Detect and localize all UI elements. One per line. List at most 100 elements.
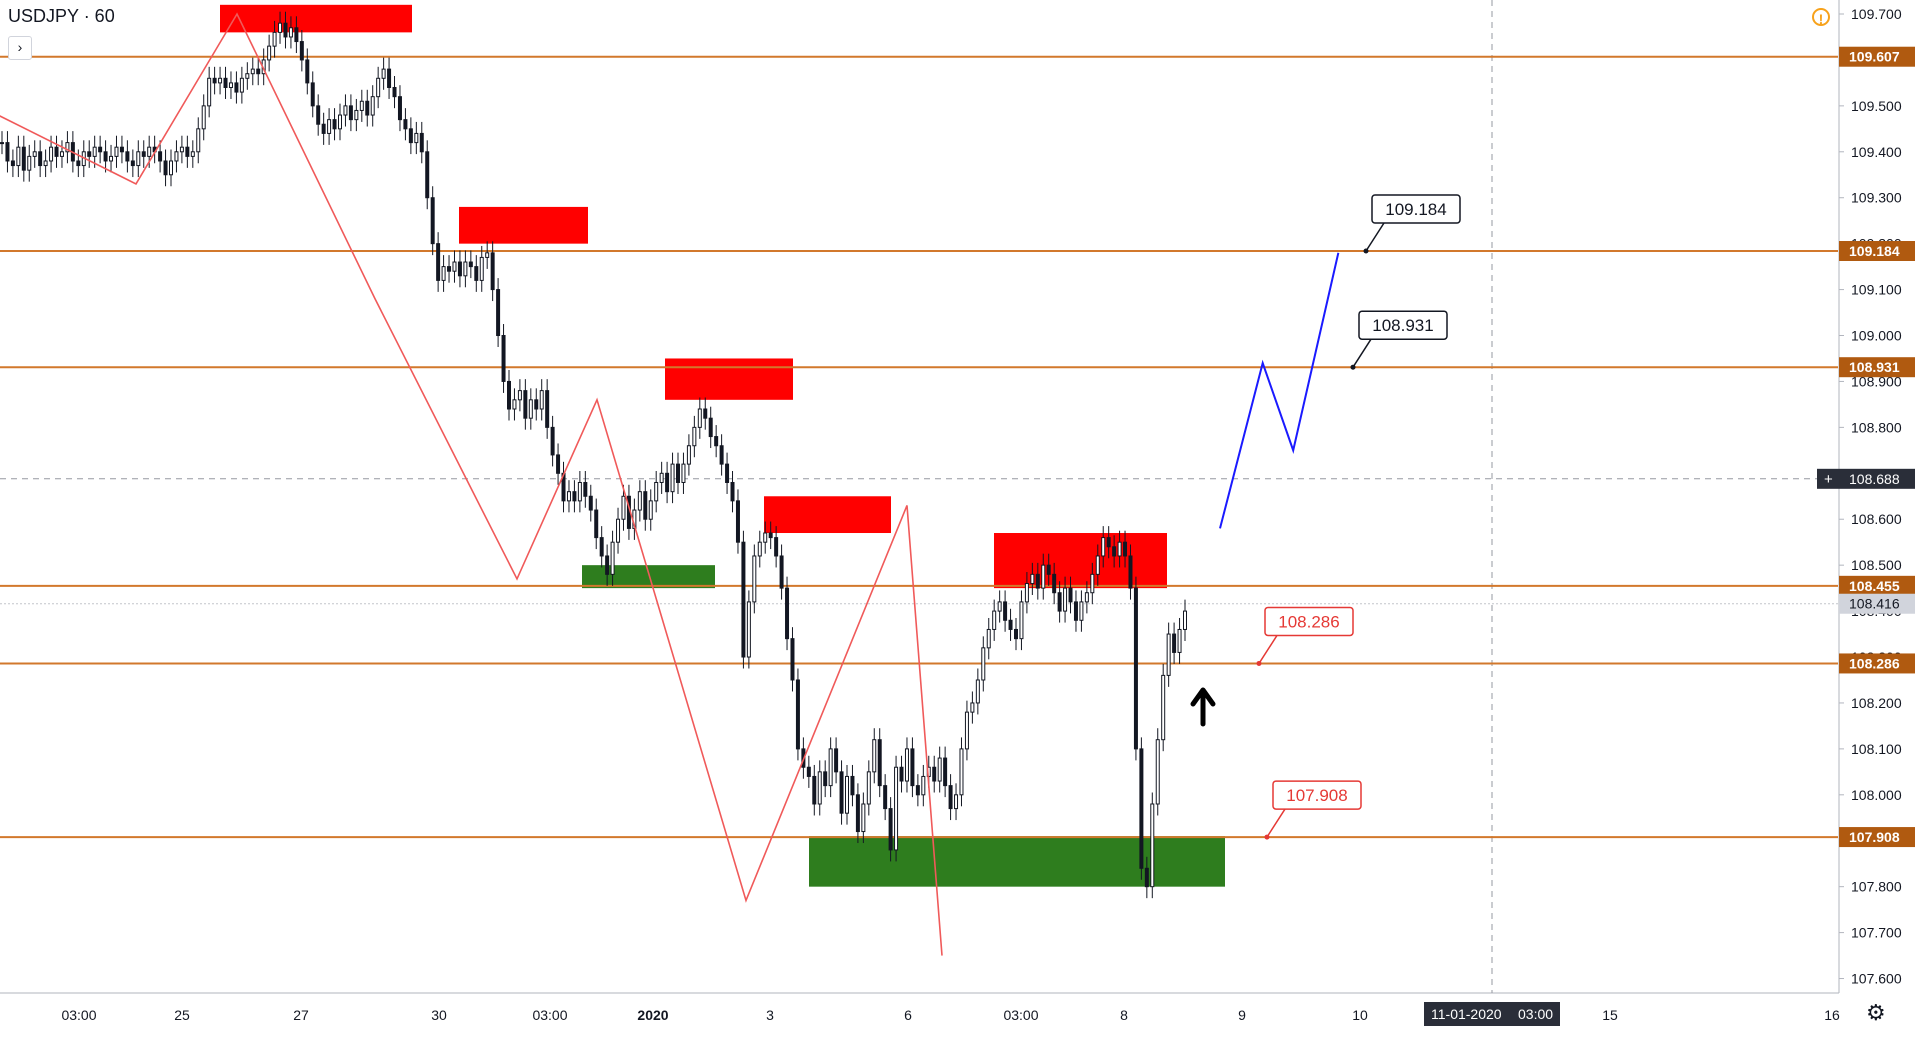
candle-body bbox=[692, 426, 697, 447]
candle-body bbox=[468, 261, 473, 268]
candle-body bbox=[310, 82, 315, 107]
candle-body bbox=[92, 146, 97, 157]
candle-body bbox=[43, 160, 48, 167]
candle-body bbox=[583, 481, 588, 497]
candle-body bbox=[883, 785, 888, 810]
callout-label: 107.908 bbox=[1286, 786, 1347, 805]
candle-body bbox=[234, 82, 239, 93]
callout-anchor bbox=[1264, 834, 1270, 840]
candle-body bbox=[528, 399, 533, 419]
time-tick-label: 03:00 bbox=[61, 1007, 96, 1023]
gear-icon[interactable]: ⚙ bbox=[1866, 1000, 1886, 1025]
candle-body bbox=[523, 390, 528, 419]
candle-body bbox=[59, 151, 64, 157]
candle-body bbox=[795, 679, 800, 750]
candle-body bbox=[1079, 601, 1084, 621]
price-tick-label: 107.600 bbox=[1851, 971, 1902, 987]
current-price-text: 108.688 bbox=[1849, 471, 1900, 487]
candle-body bbox=[834, 748, 839, 773]
candle-body bbox=[1014, 628, 1018, 640]
candle-body bbox=[539, 390, 544, 410]
callout-box bbox=[1371, 194, 1461, 224]
candle-body bbox=[599, 537, 604, 557]
candle-body bbox=[763, 532, 768, 543]
collapse-legend-button[interactable]: › bbox=[8, 36, 32, 60]
level-price-tag bbox=[1839, 357, 1915, 378]
candle-body bbox=[474, 266, 479, 281]
supply-zone bbox=[764, 496, 891, 534]
candle-body bbox=[10, 160, 15, 167]
candle-body bbox=[855, 794, 860, 833]
price-tick-label: 107.700 bbox=[1851, 925, 1902, 941]
time-tick-label: 10 bbox=[1352, 1007, 1368, 1023]
exclamation-circle-icon[interactable]: ! bbox=[1812, 8, 1830, 27]
candle-body bbox=[32, 151, 37, 157]
candle-body bbox=[943, 757, 948, 787]
candle-body bbox=[725, 463, 730, 483]
time-tick-label: 30 bbox=[431, 1007, 447, 1023]
candle-body bbox=[861, 803, 866, 833]
callout-label: 109.184 bbox=[1385, 200, 1446, 219]
callout-box bbox=[1264, 606, 1354, 637]
candle-body bbox=[348, 105, 353, 121]
candle-body bbox=[201, 105, 206, 130]
time-tick-label: 03:00 bbox=[532, 1007, 567, 1023]
candle-body bbox=[964, 711, 969, 750]
level-price-tag bbox=[1839, 653, 1915, 674]
candle-body bbox=[785, 587, 790, 640]
price-tick-label: 109.700 bbox=[1851, 6, 1902, 22]
callout-anchor bbox=[1256, 660, 1262, 666]
candle-body bbox=[997, 601, 1002, 612]
candle-body bbox=[49, 146, 54, 162]
candle-body bbox=[1106, 537, 1111, 548]
price-tick-label: 108.800 bbox=[1851, 419, 1902, 435]
candle-body bbox=[566, 491, 571, 502]
price-tick-label: 108.100 bbox=[1851, 741, 1902, 757]
candle-body bbox=[501, 335, 506, 382]
candle-body bbox=[643, 491, 648, 520]
crosshair-time-hour: 03:00 bbox=[1518, 1006, 1553, 1022]
candle-body bbox=[343, 105, 348, 116]
candle-body bbox=[823, 771, 828, 787]
candle-body bbox=[403, 119, 408, 130]
demand-zone bbox=[582, 565, 715, 589]
price-tick-label: 108.000 bbox=[1851, 787, 1902, 803]
candle-body bbox=[970, 702, 975, 713]
callout-anchor bbox=[1363, 248, 1369, 254]
candle-body bbox=[730, 481, 735, 502]
time-tick-label: 16 bbox=[1824, 1007, 1840, 1023]
price-tick-label: 108.900 bbox=[1851, 373, 1902, 389]
candle-body bbox=[910, 748, 915, 787]
time-tick-label: 03:00 bbox=[1003, 1007, 1038, 1023]
price-tick-label: 108.200 bbox=[1851, 695, 1902, 711]
candle-body bbox=[1117, 541, 1122, 557]
level-price-text: 108.455 bbox=[1849, 578, 1900, 594]
candle-body bbox=[332, 119, 337, 130]
price-tick-label: 109.300 bbox=[1851, 190, 1902, 206]
price-tick-label: 107.800 bbox=[1851, 879, 1902, 895]
candle-body bbox=[212, 77, 217, 84]
candle-body bbox=[376, 77, 381, 98]
candle-body bbox=[250, 68, 255, 75]
symbol-title[interactable]: USDJPY · 60 bbox=[8, 6, 115, 26]
candle-body bbox=[147, 146, 152, 157]
candle-body bbox=[457, 261, 462, 277]
callout-pointer bbox=[1258, 635, 1278, 664]
candle-body bbox=[866, 771, 871, 805]
candle-body bbox=[185, 146, 190, 157]
price-tick-label: 109.000 bbox=[1851, 328, 1902, 344]
candle-body bbox=[616, 518, 621, 543]
candle-body bbox=[267, 45, 272, 61]
candle-body bbox=[932, 766, 937, 782]
time-tick-label: 9 bbox=[1238, 1007, 1246, 1023]
level-price-text: 109.607 bbox=[1849, 49, 1900, 65]
candle-body bbox=[65, 142, 70, 153]
time-tick-label: 15 bbox=[1602, 1007, 1618, 1023]
candle-body bbox=[392, 86, 397, 98]
candle-body bbox=[937, 757, 942, 782]
candle-body bbox=[245, 73, 250, 79]
candle-body bbox=[397, 96, 402, 121]
candle-body bbox=[1183, 610, 1187, 630]
